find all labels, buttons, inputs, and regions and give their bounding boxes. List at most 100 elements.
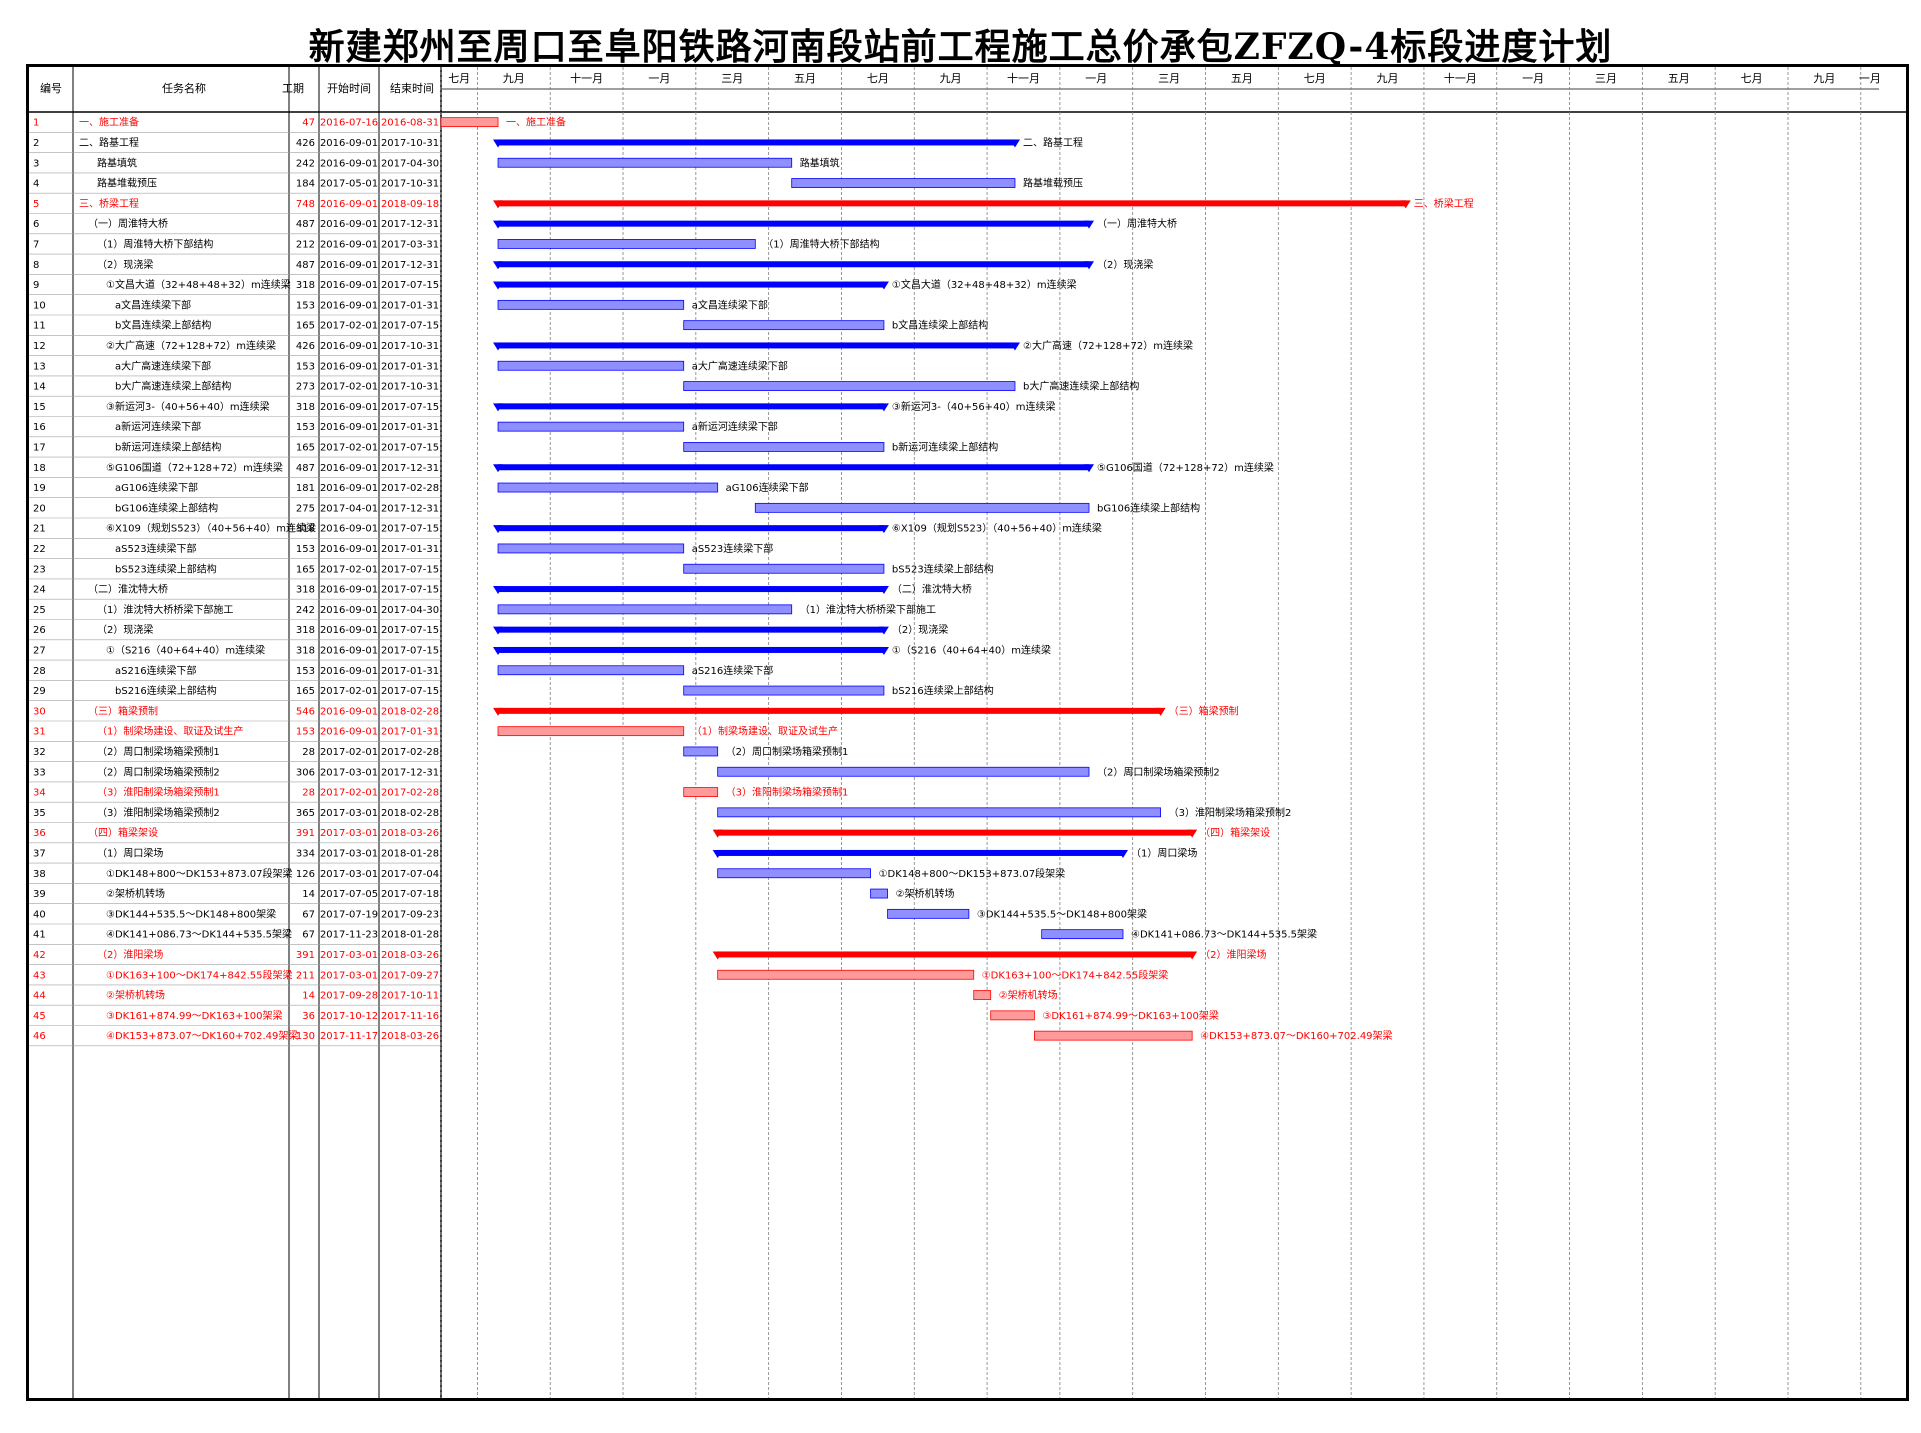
task-bar <box>1034 1030 1193 1041</box>
task-id-cell: 25 <box>33 605 46 616</box>
task-name-cell: b新运河连续梁上部结构 <box>115 440 221 453</box>
task-id-cell: 3 <box>33 158 39 169</box>
header-background <box>29 67 1906 112</box>
task-bar <box>497 543 685 554</box>
task-end-cell: 2017-10-31 <box>381 382 439 393</box>
task-bar <box>497 239 756 249</box>
bar-label: ①DK163+100～DK174+842.55段架梁 <box>982 968 1169 981</box>
task-name-cell: ⑥X109（规划S523）（40+56+40）m连续梁 <box>106 522 316 535</box>
task-id-cell: 46 <box>33 1031 46 1042</box>
task-duration-cell: 67 <box>302 930 315 941</box>
summary-end-marker <box>878 281 889 290</box>
task-bar <box>683 442 885 452</box>
timeline-month-label: 三月 <box>1595 72 1617 85</box>
task-duration-cell: 211 <box>296 970 315 981</box>
task-id-cell: 41 <box>33 930 46 941</box>
task-duration-cell: 165 <box>296 321 315 332</box>
timeline-month-label: 一月 <box>1085 72 1107 85</box>
task-duration-cell: 318 <box>296 585 315 596</box>
timeline-month-label: 七月 <box>1741 72 1763 85</box>
task-name-cell: （四）箱梁架设 <box>88 826 158 839</box>
bar-label: a新运河连续梁下部 <box>692 420 778 433</box>
timeline-month-label: 九月 <box>1377 72 1399 85</box>
task-name-cell: ②架桥机转场 <box>106 989 165 1002</box>
bar-label: 一、施工准备 <box>506 116 566 129</box>
task-name-cell: 二、路基工程 <box>79 136 139 149</box>
task-name-cell: bS216连续梁上部结构 <box>115 684 217 697</box>
bar-label: a文昌连续梁下部 <box>692 298 768 311</box>
bar-label: ④DK141+086.73～DK144+535.5架梁 <box>1131 928 1317 941</box>
task-name-cell: （1）周口梁场 <box>97 846 163 859</box>
task-duration-cell: 426 <box>296 138 315 149</box>
task-id-cell: 5 <box>33 199 39 210</box>
task-end-cell: 2017-10-11 <box>381 991 439 1002</box>
task-id-cell: 40 <box>33 909 46 920</box>
task-start-cell: 2016-09-01 <box>320 544 378 555</box>
timeline-month-label: 五月 <box>794 72 816 85</box>
timeline-month-label: 七月 <box>867 72 889 85</box>
task-end-cell: 2018-03-26 <box>381 950 439 961</box>
task-id-cell: 27 <box>33 645 46 656</box>
task-duration-cell: 242 <box>296 605 315 616</box>
bar-label: aG106连续梁下部 <box>726 481 809 494</box>
task-id-cell: 34 <box>33 788 46 799</box>
task-id-cell: 19 <box>33 483 46 494</box>
task-end-cell: 2017-12-31 <box>381 503 439 514</box>
summary-end-marker <box>878 525 889 534</box>
bar-label: bG106连续梁上部结构 <box>1097 501 1200 514</box>
task-bar <box>497 726 685 737</box>
summary-bar <box>498 261 1090 268</box>
task-start-cell: 2017-02-01 <box>320 442 378 453</box>
summary-end-marker <box>878 626 889 635</box>
task-id-cell: 21 <box>33 524 46 535</box>
task-start-cell: 2017-05-01 <box>320 179 378 190</box>
timeline-month-label: 五月 <box>1231 72 1253 85</box>
task-start-cell: 2017-02-01 <box>320 382 378 393</box>
task-name-cell: 三、桥梁工程 <box>79 197 139 210</box>
task-duration-cell: 165 <box>296 564 315 575</box>
task-name-cell: ④DK153+873.07～DK160+702.49架梁 <box>106 1029 298 1042</box>
summary-start-marker <box>493 646 504 655</box>
summary-end-marker <box>1009 139 1020 148</box>
task-duration-cell: 28 <box>302 747 315 758</box>
task-name-cell: （2）周口制梁场箱梁预制1 <box>97 745 220 758</box>
task-duration-cell: 391 <box>296 828 315 839</box>
bar-label: b大广高速连续梁上部结构 <box>1023 380 1139 393</box>
bar-label: aS523连续梁下部 <box>692 542 774 555</box>
timeline-month-label: 五月 <box>1668 72 1690 85</box>
task-bar <box>497 157 793 168</box>
task-bar <box>497 604 793 615</box>
task-id-cell: 15 <box>33 402 46 413</box>
task-duration-cell: 153 <box>296 300 315 311</box>
summary-end-marker <box>1400 200 1411 209</box>
summary-start-marker <box>712 829 723 838</box>
task-bar <box>717 766 1090 777</box>
task-duration-cell: 67 <box>302 909 315 920</box>
summary-end-marker <box>1084 261 1095 270</box>
summary-bar <box>717 951 1193 958</box>
task-start-cell: 2016-07-16 <box>320 118 378 129</box>
task-name-cell: aS216连续梁下部 <box>115 664 197 677</box>
timeline-header: 编号 任务名称 工期 开始时间 结束时间 七月 九月 十一月 一月 三月 五月 七月 九月 十一… <box>40 71 1881 95</box>
bar-label: a大广高速连续梁下部 <box>692 359 788 372</box>
task-start-cell: 2017-11-17 <box>320 1031 378 1042</box>
timeline-month-label: 一月 <box>1859 72 1881 85</box>
gantt-chart: 1 一、施工准备 47 2016-07-16 2016-08-31 2 二、路基工程 426 2… <box>26 64 1909 1401</box>
task-duration-cell: 165 <box>296 442 315 453</box>
task-name-cell: （3）淮阳制梁场箱梁预制1 <box>97 786 220 799</box>
task-start-cell: 2016-09-01 <box>320 727 378 738</box>
task-start-cell: 2016-09-01 <box>320 158 378 169</box>
task-start-cell: 2016-09-01 <box>320 585 378 596</box>
task-end-cell: 2017-07-15 <box>381 564 439 575</box>
task-bar <box>683 563 885 574</box>
bar-label: 二、路基工程 <box>1023 136 1083 149</box>
task-id-cell: 14 <box>33 382 46 393</box>
task-id-cell: 8 <box>33 260 39 271</box>
task-id-cell: 33 <box>33 767 46 778</box>
bar-label: （1）制梁场建设、取证及试生产 <box>692 725 838 738</box>
task-duration-cell: 273 <box>296 382 315 393</box>
summary-start-marker <box>493 220 504 229</box>
task-duration-cell: 391 <box>296 950 315 961</box>
task-name-cell: （2）周口制梁场箱梁预制2 <box>97 765 220 778</box>
summary-bar <box>498 707 1161 714</box>
